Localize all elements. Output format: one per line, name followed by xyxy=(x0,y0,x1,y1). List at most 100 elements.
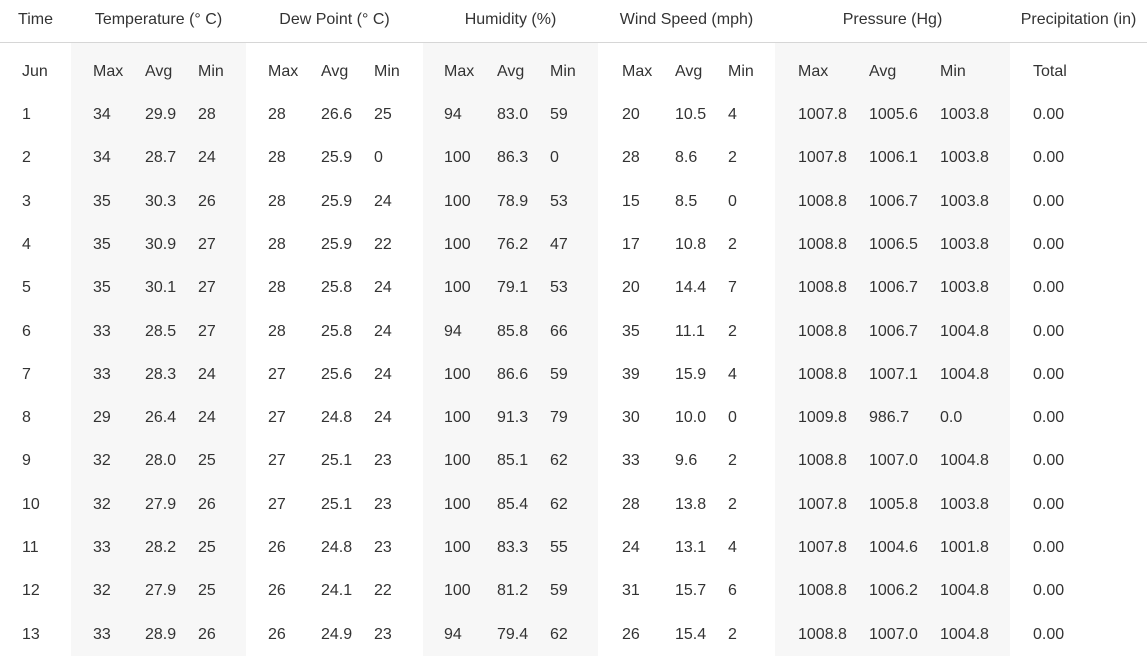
cell-humidity-max: 100 xyxy=(444,452,471,470)
cell-temp-avg: 28.9 xyxy=(145,625,177,643)
cell-pressure-min: 1003.8 xyxy=(940,106,989,123)
cell-wind-avg: 11.1 xyxy=(675,322,705,340)
cell-humidity-avg: 81.2 xyxy=(497,582,529,600)
cell-time: 3 xyxy=(22,192,31,210)
cell-temp-min: 24 xyxy=(198,409,216,427)
cell-wind-avg: 14.4 xyxy=(675,279,707,297)
cell-pressure-avg: 1007.0 xyxy=(869,452,918,470)
cell-humidity-max: 94 xyxy=(444,625,462,643)
cell-dew-min: Min xyxy=(374,63,400,80)
cell-humidity-min: 53 xyxy=(550,279,568,297)
cell-temp-max: 32 xyxy=(93,582,111,600)
cell-dew-min: 23 xyxy=(374,539,392,556)
table-row: 7 33 28.3 24 27 25.6 24 100 86.6 59 39 15.9 4 1008.8 1… xyxy=(0,353,1147,396)
cell-wind-max: 26 xyxy=(622,625,640,643)
cell-wind-max: 30 xyxy=(622,409,640,427)
cell-humidity-max: 100 xyxy=(444,409,471,427)
table-row: 4 35 30.9 27 28 25.9 22 100 76.2 47 17 10.8 2 1008.8 1… xyxy=(0,223,1147,266)
cell-precipitation-total: 0.00 xyxy=(1033,322,1065,340)
cell-humidity-min: 59 xyxy=(550,582,568,600)
cell-wind-max: 35 xyxy=(622,322,640,340)
cell-pressure-min: 1003.8 xyxy=(940,149,989,167)
cell-wind-min: 2 xyxy=(728,625,737,643)
cell-dew-min: 22 xyxy=(374,582,392,600)
cell-wind-avg: 9.6 xyxy=(675,452,698,470)
cell-pressure-max: 1007.8 xyxy=(798,106,847,123)
cell-wind-avg: 15.7 xyxy=(675,582,707,600)
cell-dew-max: 27 xyxy=(268,409,286,427)
cell-dew-max: 28 xyxy=(268,235,286,253)
cell-humidity-min: 55 xyxy=(550,539,568,556)
cell-dew-avg: 25.1 xyxy=(321,452,353,470)
cell-dew-avg: 24.8 xyxy=(321,539,353,556)
cell-temp-min: 24 xyxy=(198,365,216,383)
subheader-row: Jun Max Avg Min Max Avg Min Max Avg Min Max Avg Min M… xyxy=(0,50,1147,93)
cell-wind-max: 39 xyxy=(622,365,640,383)
cell-dew-min: 22 xyxy=(374,235,392,253)
cell-wind-max: 24 xyxy=(622,539,640,556)
cell-pressure-min: 1004.8 xyxy=(940,452,989,470)
cell-precipitation-total: 0.00 xyxy=(1033,365,1065,383)
cell-wind-min: 2 xyxy=(728,149,737,167)
cell-dew-max: Max xyxy=(268,63,299,80)
table-header-row: Time Temperature (° C) Dew Point (° C) Humi… xyxy=(0,0,1147,43)
cell-humidity-avg: 85.4 xyxy=(497,495,529,513)
cell-dew-avg: 25.8 xyxy=(321,279,353,297)
cell-humidity-avg: 79.4 xyxy=(497,625,529,643)
cell-temp-avg: 30.1 xyxy=(145,279,177,297)
cell-wind-max: 20 xyxy=(622,279,640,297)
cell-precipitation-total: 0.00 xyxy=(1033,106,1065,123)
cell-pressure-avg: 1007.1 xyxy=(869,365,918,383)
cell-time: 11 xyxy=(22,539,39,556)
cell-dew-min: 25 xyxy=(374,106,392,123)
cell-pressure-min: 0.0 xyxy=(940,409,963,427)
cell-humidity-min: 66 xyxy=(550,322,568,340)
header-pressure: Pressure (Hg) xyxy=(842,11,943,28)
cell-wind-avg: 10.0 xyxy=(675,409,707,427)
cell-wind-min: 4 xyxy=(728,106,737,123)
cell-humidity-max: 94 xyxy=(444,322,462,340)
header-humidity: Humidity (%) xyxy=(464,11,557,28)
cell-temp-max: 35 xyxy=(93,279,111,297)
cell-dew-min: 0 xyxy=(374,149,383,167)
cell-humidity-min: 53 xyxy=(550,192,568,210)
cell-temp-avg: 29.9 xyxy=(145,106,177,123)
cell-temp-avg: 28.3 xyxy=(145,365,177,383)
cell-temp-max: Max xyxy=(93,63,124,80)
table-row: 1 34 29.9 28 28 26.6 25 94 83.0 59 20 10.5 4 1007.8 10… xyxy=(0,93,1147,136)
cell-temp-min: Min xyxy=(198,63,224,80)
cell-time: 1 xyxy=(22,106,31,123)
cell-dew-max: 26 xyxy=(268,625,286,643)
cell-precipitation-total: 0.00 xyxy=(1033,582,1065,600)
cell-pressure-min: Min xyxy=(940,63,966,80)
cell-dew-min: 24 xyxy=(374,409,392,427)
cell-time: Jun xyxy=(22,63,48,80)
cell-wind-avg: 8.6 xyxy=(675,149,698,167)
cell-time: 8 xyxy=(22,409,31,427)
cell-temp-min: 26 xyxy=(198,192,216,210)
cell-humidity-avg: 86.3 xyxy=(497,149,529,167)
cell-wind-max: 28 xyxy=(622,495,640,513)
cell-humidity-max: 100 xyxy=(444,539,471,556)
cell-wind-min: 2 xyxy=(728,322,737,340)
header-precipitation: Precipitation (in) xyxy=(1020,11,1137,28)
cell-time: 7 xyxy=(22,365,31,383)
cell-humidity-max: 100 xyxy=(444,582,471,600)
cell-pressure-avg: 1007.0 xyxy=(869,625,918,643)
cell-temp-avg: 26.4 xyxy=(145,409,177,427)
table-row: 6 33 28.5 27 28 25.8 24 94 85.8 66 35 11.1 2 1008.8 10… xyxy=(0,310,1147,353)
cell-temp-max: 29 xyxy=(93,409,111,427)
cell-time: 2 xyxy=(22,149,31,167)
cell-pressure-max: Max xyxy=(798,63,829,80)
cell-pressure-max: 1007.8 xyxy=(798,495,847,513)
cell-dew-avg: 25.9 xyxy=(321,235,353,253)
cell-dew-avg: 24.8 xyxy=(321,409,353,427)
cell-wind-avg: 13.8 xyxy=(675,495,707,513)
cell-dew-min: 24 xyxy=(374,192,392,210)
cell-dew-max: 26 xyxy=(268,582,286,600)
cell-wind-min: 2 xyxy=(728,235,737,253)
cell-temp-max: 33 xyxy=(93,322,111,340)
cell-pressure-max: 1008.8 xyxy=(798,279,847,297)
cell-wind-max: 15 xyxy=(622,192,640,210)
cell-precipitation-total: 0.00 xyxy=(1033,235,1065,253)
